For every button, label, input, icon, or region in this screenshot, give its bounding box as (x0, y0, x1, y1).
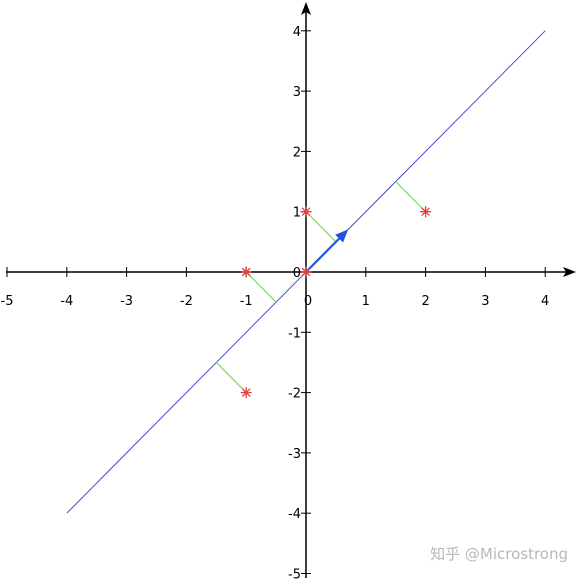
projection-line-0 (245, 271, 277, 303)
x-tick-label: 4 (541, 294, 549, 309)
y-tick-label: -4 (288, 507, 301, 522)
x-tick-label: -5 (1, 294, 14, 309)
data-point-4 (240, 387, 252, 399)
x-tick-label: 2 (421, 294, 429, 309)
vector-shaft (305, 237, 340, 273)
projection-line-3 (215, 361, 247, 394)
projection-lines (215, 181, 427, 394)
data-point-2 (300, 206, 312, 218)
x-axis-arrow (563, 267, 576, 277)
projection-line-2 (395, 181, 427, 213)
vector-arrowhead (335, 229, 349, 243)
y-tick-label: 0 (293, 266, 301, 281)
axes (6, 2, 576, 578)
y-axis-arrow (301, 2, 311, 15)
x-tick-label: 0 (304, 294, 312, 309)
y-tick-label: 1 (293, 206, 301, 221)
data-point-1 (300, 266, 312, 278)
watermark: 知乎 @Microstrong (430, 545, 568, 563)
data-point-0 (240, 266, 252, 278)
x-tick-label: -1 (240, 294, 253, 309)
data-point-3 (420, 206, 432, 218)
data-points (240, 206, 432, 399)
x-tick-label: -4 (60, 294, 73, 309)
x-tick-label: -3 (120, 294, 133, 309)
y-tick-label: -1 (288, 326, 301, 341)
x-tick-label: 1 (362, 294, 370, 309)
tick-labels: -5 -4 -3 -2 -1 0 1 2 3 4 -5 -4 -3 -2 -1 0 1 2 3 4 (1, 25, 550, 580)
y-tick-label: 4 (293, 25, 301, 40)
x-tick-label: 3 (481, 294, 489, 309)
y-tick-label: -5 (288, 568, 301, 580)
projection-line-1 (305, 211, 337, 243)
y-tick-label: -3 (288, 447, 301, 462)
y-tick-label: -2 (288, 387, 301, 402)
direction-vector (305, 229, 349, 273)
y-tick-label: 2 (293, 145, 301, 160)
y-tick-label: 3 (293, 85, 301, 100)
x-tick-label: -2 (180, 294, 193, 309)
